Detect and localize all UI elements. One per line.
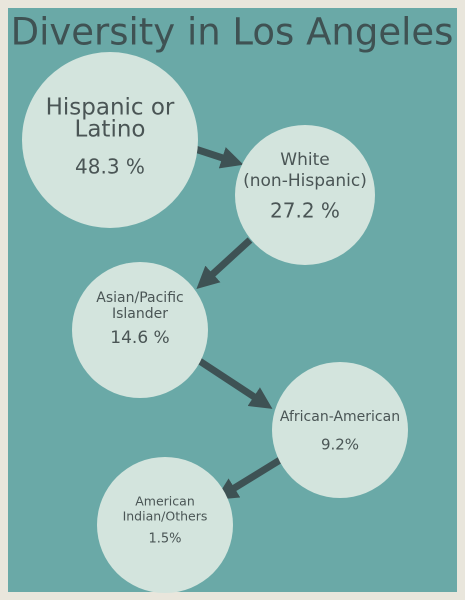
- node-label: Indian/Others: [123, 509, 208, 524]
- node-value: 9.2%: [321, 436, 359, 454]
- node-circle: [22, 52, 198, 228]
- node-circle: [272, 362, 408, 498]
- arrow: [215, 457, 282, 500]
- node-circle: [72, 262, 208, 398]
- node-label: White: [280, 150, 329, 170]
- title: Diversity in Los Angeles: [11, 11, 454, 54]
- arrow: [193, 355, 273, 409]
- node-value: 48.3 %: [75, 155, 145, 179]
- node-label: (non-Hispanic): [243, 171, 367, 191]
- node-circle: [235, 125, 375, 265]
- node-circle: [97, 457, 233, 593]
- node-label: American: [135, 494, 195, 509]
- node-label: Latino: [75, 117, 146, 143]
- node-label: Hispanic or: [46, 95, 175, 121]
- node-label: Islander: [112, 306, 168, 322]
- node-label: Asian/Pacific: [96, 290, 183, 306]
- arrow: [196, 237, 253, 290]
- node-value: 1.5%: [148, 532, 181, 547]
- node-value: 27.2 %: [270, 199, 340, 223]
- node-label: African-American: [280, 409, 400, 425]
- node-value: 14.6 %: [110, 328, 169, 348]
